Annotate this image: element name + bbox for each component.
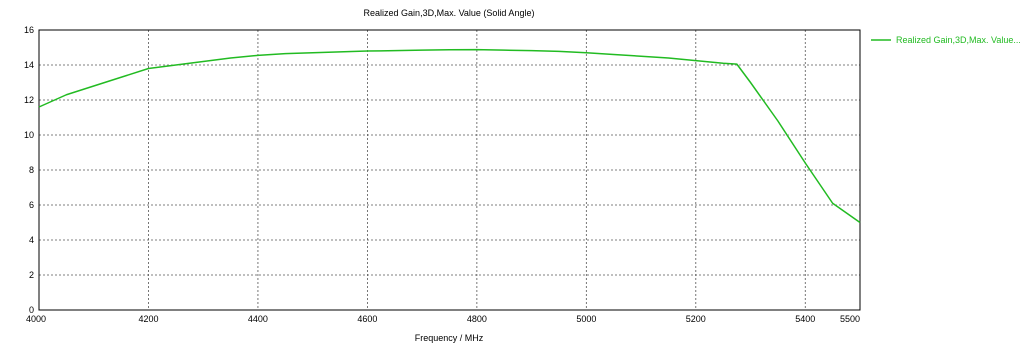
x-tick-label: 5200: [686, 314, 706, 324]
plot-frame: [38, 29, 861, 311]
y-tick-labels: 0 2 4 6 8 10 12 14 16: [24, 25, 34, 315]
y-tick-label: 0: [29, 305, 34, 315]
y-tick-label: 8: [29, 165, 34, 175]
x-tick-label: 5000: [576, 314, 596, 324]
series-line: [38, 48, 861, 224]
y-tick-label: 16: [24, 25, 34, 35]
x-tick-label: 4200: [138, 314, 158, 324]
y-tick-label: 4: [29, 235, 34, 245]
legend-label: Realized Gain,3D,Max. Value...: [896, 35, 1020, 45]
series-layer: [38, 48, 861, 224]
x-tick-labels: 4000 4200 4400 4600 4800 5000 5200 5400 5500: [26, 314, 860, 324]
x-tick-label: 5500: [840, 314, 860, 324]
y-tick-label: 14: [24, 60, 34, 70]
x-tick-label: 4400: [248, 314, 268, 324]
y-tick-label: 2: [29, 270, 34, 280]
y-tick-label: 6: [29, 200, 34, 210]
y-tick-label: 10: [24, 130, 34, 140]
x-tick-label: 4600: [357, 314, 377, 324]
y-tick-label: 12: [24, 95, 34, 105]
legend: Realized Gain,3D,Max. Value...: [871, 35, 1020, 45]
x-tick-label: 4000: [26, 314, 46, 324]
x-axis-label: Frequency / MHz: [415, 333, 484, 343]
x-tick-label: 4800: [467, 314, 487, 324]
x-tick-label: 5400: [795, 314, 815, 324]
chart-title: Realized Gain,3D,Max. Value (Solid Angle…: [364, 8, 535, 18]
grid: [39, 30, 860, 310]
